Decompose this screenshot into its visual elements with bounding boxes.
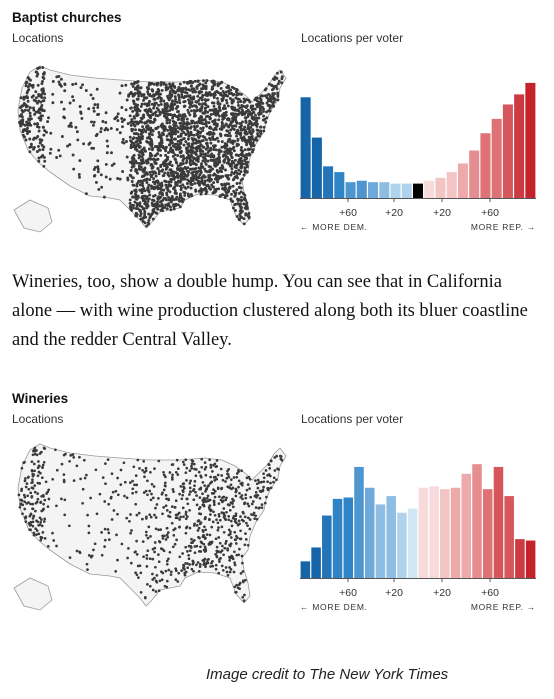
bar xyxy=(375,504,386,578)
us-outline xyxy=(13,443,287,611)
bar xyxy=(429,486,439,578)
bar xyxy=(469,150,480,198)
x-tick-label: +60 xyxy=(339,207,357,219)
bar xyxy=(345,182,356,198)
bar xyxy=(424,180,435,198)
image-credit: Image credit to The New York Times xyxy=(206,666,449,683)
more-dem-label: ← MORE DEM. xyxy=(300,222,368,232)
x-tick-label: +20 xyxy=(433,587,451,599)
bar xyxy=(515,539,525,578)
bar xyxy=(493,466,504,578)
bar xyxy=(502,104,513,198)
bar xyxy=(491,118,502,198)
us-map-icon xyxy=(13,443,287,611)
bar xyxy=(323,166,334,198)
bar xyxy=(322,515,332,578)
bar xyxy=(300,561,311,578)
bar xyxy=(472,464,482,578)
location-dots xyxy=(18,66,284,228)
bar xyxy=(334,172,345,198)
x-tick-label: +20 xyxy=(385,587,403,599)
bar xyxy=(386,496,396,578)
bar xyxy=(364,487,375,578)
bar xyxy=(450,487,461,578)
chart-title: Wineries xyxy=(12,391,69,406)
bar xyxy=(356,180,367,198)
x-tick-label: +60 xyxy=(339,587,357,599)
x-tick-label: +20 xyxy=(433,207,451,219)
bar xyxy=(401,183,412,198)
bar xyxy=(300,97,311,198)
chart-label: Locations per voter xyxy=(301,31,404,45)
bar xyxy=(457,163,468,198)
more-dem-label: ← MORE DEM. xyxy=(300,602,368,612)
bar xyxy=(514,94,525,198)
bar xyxy=(379,182,390,198)
bar xyxy=(311,137,322,198)
bar xyxy=(480,133,491,198)
bar xyxy=(418,487,429,578)
bar xyxy=(482,489,493,578)
chart-title: Baptist churches xyxy=(12,10,122,25)
bar-chart: +60 +20 +20 +60 ← MORE DEM. MORE REP. → xyxy=(300,82,536,232)
bar xyxy=(397,512,407,578)
bar xyxy=(354,466,364,578)
location-dots xyxy=(17,446,284,602)
bar xyxy=(446,172,457,198)
bar xyxy=(390,183,401,198)
us-map-icon xyxy=(13,65,287,233)
more-rep-label: MORE REP. → xyxy=(471,222,536,232)
bar xyxy=(407,508,418,578)
map-label: Locations xyxy=(12,31,64,45)
bar xyxy=(311,547,321,578)
bar xyxy=(461,473,472,578)
article-paragraph: Wineries, too, show a double hump. You c… xyxy=(12,272,528,350)
map-label: Locations xyxy=(12,412,64,426)
chart-label: Locations per voter xyxy=(301,412,404,426)
bar xyxy=(440,489,450,578)
us-map xyxy=(10,438,290,618)
bar xyxy=(504,496,514,578)
x-tick-label: +60 xyxy=(481,207,499,219)
bar xyxy=(343,497,354,578)
bar-chart: +60 +20 +20 +60 ← MORE DEM. MORE REP. → xyxy=(300,464,536,612)
bar xyxy=(435,177,446,198)
bar xyxy=(525,82,536,198)
bar xyxy=(525,540,536,578)
x-tick-label: +60 xyxy=(481,587,499,599)
us-map xyxy=(10,60,290,240)
x-tick-label: +20 xyxy=(385,207,403,219)
bar xyxy=(368,182,379,198)
bar xyxy=(332,498,343,578)
bar xyxy=(412,183,424,198)
more-rep-label: MORE REP. → xyxy=(471,602,536,612)
